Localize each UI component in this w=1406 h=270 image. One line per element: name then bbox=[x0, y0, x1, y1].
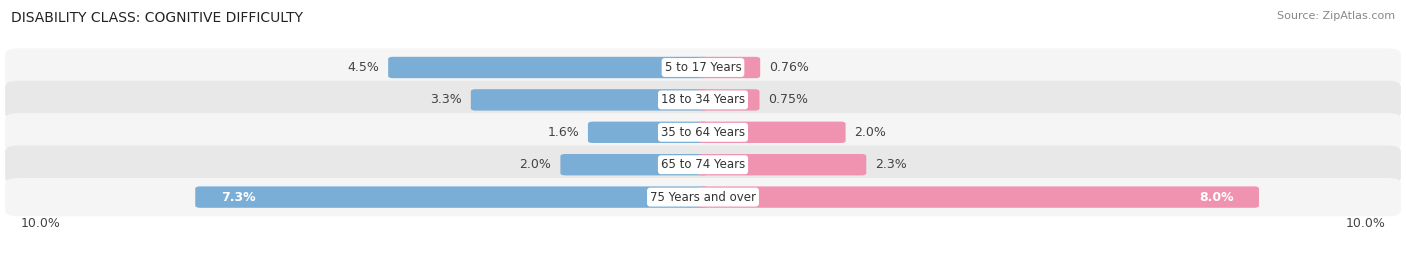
Text: 0.76%: 0.76% bbox=[769, 61, 808, 74]
FancyBboxPatch shape bbox=[6, 48, 1400, 87]
FancyBboxPatch shape bbox=[699, 154, 866, 176]
Text: 75 Years and over: 75 Years and over bbox=[650, 191, 756, 204]
Text: DISABILITY CLASS: COGNITIVE DIFFICULTY: DISABILITY CLASS: COGNITIVE DIFFICULTY bbox=[11, 11, 304, 25]
FancyBboxPatch shape bbox=[6, 178, 1400, 216]
FancyBboxPatch shape bbox=[699, 57, 761, 78]
Text: 4.5%: 4.5% bbox=[347, 61, 380, 74]
FancyBboxPatch shape bbox=[699, 122, 845, 143]
Text: 65 to 74 Years: 65 to 74 Years bbox=[661, 158, 745, 171]
Text: 10.0%: 10.0% bbox=[1346, 217, 1385, 230]
Text: 0.75%: 0.75% bbox=[769, 93, 808, 106]
FancyBboxPatch shape bbox=[6, 146, 1400, 184]
FancyBboxPatch shape bbox=[699, 186, 1258, 208]
Text: 2.0%: 2.0% bbox=[520, 158, 551, 171]
FancyBboxPatch shape bbox=[588, 122, 707, 143]
Text: 1.6%: 1.6% bbox=[547, 126, 579, 139]
Text: 2.3%: 2.3% bbox=[875, 158, 907, 171]
Text: 8.0%: 8.0% bbox=[1199, 191, 1233, 204]
FancyBboxPatch shape bbox=[561, 154, 707, 176]
FancyBboxPatch shape bbox=[195, 186, 707, 208]
FancyBboxPatch shape bbox=[6, 113, 1400, 151]
FancyBboxPatch shape bbox=[6, 81, 1400, 119]
Text: 2.0%: 2.0% bbox=[855, 126, 886, 139]
Text: 18 to 34 Years: 18 to 34 Years bbox=[661, 93, 745, 106]
Text: Source: ZipAtlas.com: Source: ZipAtlas.com bbox=[1277, 11, 1395, 21]
Text: 3.3%: 3.3% bbox=[430, 93, 461, 106]
Text: 7.3%: 7.3% bbox=[221, 191, 256, 204]
FancyBboxPatch shape bbox=[388, 57, 707, 78]
FancyBboxPatch shape bbox=[699, 89, 759, 111]
FancyBboxPatch shape bbox=[471, 89, 707, 111]
Text: 5 to 17 Years: 5 to 17 Years bbox=[665, 61, 741, 74]
Text: 35 to 64 Years: 35 to 64 Years bbox=[661, 126, 745, 139]
Text: 10.0%: 10.0% bbox=[21, 217, 60, 230]
